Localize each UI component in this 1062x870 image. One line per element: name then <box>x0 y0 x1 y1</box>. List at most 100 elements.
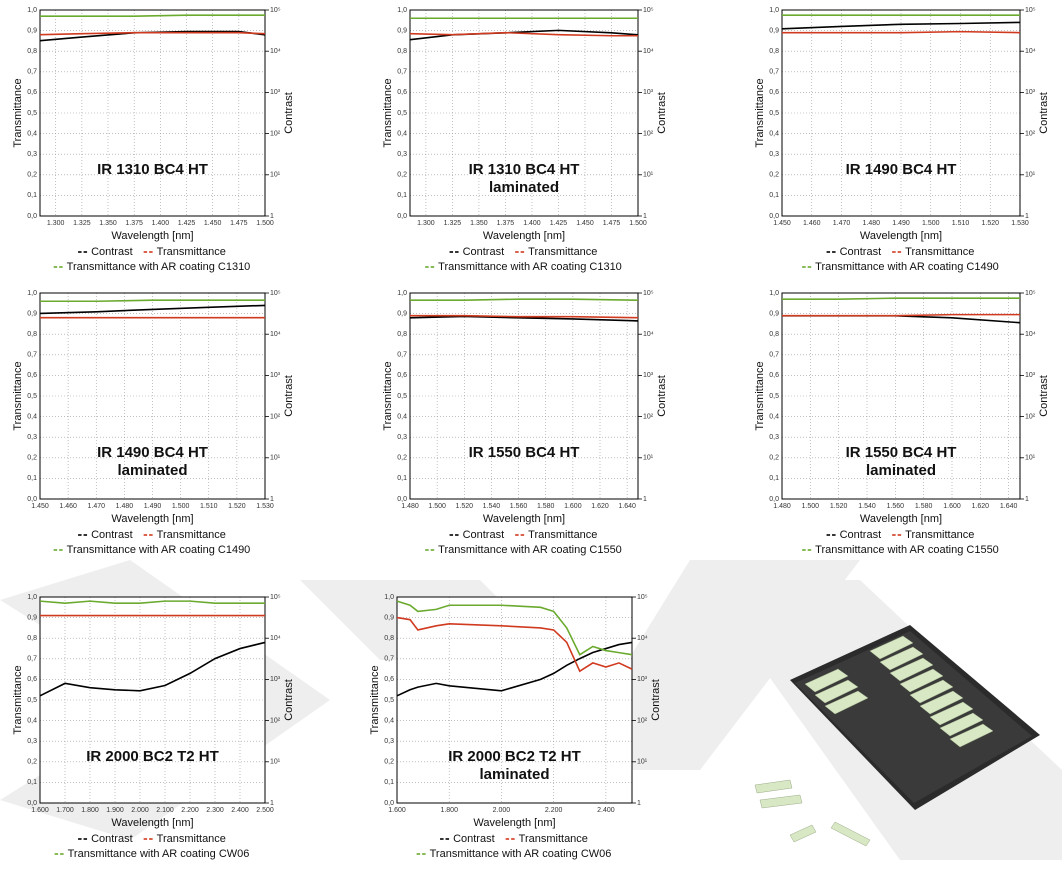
series-line <box>40 14 265 17</box>
legend-label: Contrast <box>463 529 505 541</box>
y-tick-label: 0,4 <box>27 413 37 420</box>
y-tick-label: 0,7 <box>769 352 779 359</box>
x-tick-label: 1.350 <box>99 220 117 227</box>
x-tick-label: 1.560 <box>510 503 528 510</box>
chip <box>869 635 914 660</box>
y2-tick-label: 10¹ <box>1025 172 1036 179</box>
chart-subtitle: laminated <box>866 462 936 479</box>
legend-label: Transmittance <box>519 833 588 845</box>
x-axis-label: Wavelength [nm] <box>860 230 942 242</box>
y2-tick-label: 10⁵ <box>1025 7 1036 14</box>
y-tick-label: 0,5 <box>769 393 779 400</box>
x-tick-label: 1.700 <box>56 807 74 814</box>
legend-label: Transmittance <box>157 833 226 845</box>
chart: 0,0 0,1 0,2 0,3 0,4 0,5 0,6 0,7 0,8 0,9 1,0 1.300 1.… <box>12 7 295 273</box>
y-tick-label: 0,0 <box>384 800 394 807</box>
y-axis-label: Transmittance <box>754 361 766 430</box>
x-axis-label: Wavelength [nm] <box>860 513 942 525</box>
x-tick-label: 1.300 <box>47 220 65 227</box>
chart: 0,0 0,1 0,2 0,3 0,4 0,5 0,6 0,7 0,8 0,9 1,0 1.480 1.… <box>754 290 1050 556</box>
chart-title: IR 1550 BC4 HT <box>846 444 957 461</box>
y-tick-label: 0,5 <box>769 110 779 117</box>
y-tick-label: 0,3 <box>384 738 394 745</box>
series-line <box>782 297 1020 300</box>
y-tick-label: 0,3 <box>27 151 37 158</box>
y-tick-label: 0,9 <box>397 27 407 34</box>
y-axis-label: Transmittance <box>382 78 394 147</box>
y2-tick-label: 10³ <box>1025 372 1036 379</box>
y2-tick-label: 10² <box>1025 413 1036 420</box>
x-tick-label: 1.600 <box>31 807 49 814</box>
x-tick-label: 1.500 <box>256 220 274 227</box>
y-axis-label: Transmittance <box>754 78 766 147</box>
series-line <box>782 30 1021 34</box>
y-tick-label: 0,3 <box>769 434 779 441</box>
legend-label: Transmittance <box>528 529 597 541</box>
y-tick-label: 0,2 <box>769 455 779 462</box>
legend-label: Transmittance <box>157 246 226 258</box>
y-tick-label: 0,9 <box>384 614 394 621</box>
y-tick-label: 0,4 <box>384 717 394 724</box>
x-tick-label: 1.530 <box>1011 220 1029 227</box>
y-tick-label: 1,0 <box>769 290 779 297</box>
x-tick-label: 2.500 <box>256 807 274 814</box>
y-tick-label: 0,3 <box>27 738 37 745</box>
legend-label: Contrast <box>840 246 882 258</box>
x-axis-label: Wavelength [nm] <box>111 817 193 829</box>
y-tick-label: 0,3 <box>27 434 37 441</box>
y2-tick-label: 10² <box>270 717 281 724</box>
x-tick-label: 1.520 <box>830 503 848 510</box>
y-tick-label: 0,7 <box>397 69 407 76</box>
y-axis-label: Transmittance <box>382 361 394 430</box>
x-tick-label: 1.500 <box>922 220 940 227</box>
y2-axis-label: Contrast <box>656 375 668 417</box>
y2-tick-label: 10² <box>637 717 648 724</box>
y-tick-label: 0,0 <box>397 496 407 503</box>
y-tick-label: 0,4 <box>27 130 37 137</box>
x-tick-label: 2.400 <box>231 807 249 814</box>
x-tick-label: 1.600 <box>943 503 961 510</box>
y-tick-label: 0,6 <box>769 372 779 379</box>
x-tick-label: 1.480 <box>116 503 134 510</box>
y-tick-label: 0,0 <box>27 496 37 503</box>
x-tick-label: 1.325 <box>444 220 462 227</box>
y-tick-label: 0,8 <box>397 48 407 55</box>
y-tick-label: 0,1 <box>27 192 37 199</box>
y-axis-label: Transmittance <box>12 361 24 430</box>
y-tick-label: 0,8 <box>769 48 779 55</box>
tray-top <box>795 631 1032 803</box>
y-tick-label: 0,2 <box>769 172 779 179</box>
y2-tick-label: 1 <box>270 213 274 220</box>
x-tick-label: 1.490 <box>892 220 910 227</box>
y-axis-label: Transmittance <box>12 78 24 147</box>
y-tick-label: 0,2 <box>27 759 37 766</box>
chip <box>879 646 924 671</box>
y-tick-label: 0,6 <box>397 89 407 96</box>
y-tick-label: 0,2 <box>27 455 37 462</box>
y-tick-label: 0,5 <box>27 697 37 704</box>
y2-axis-label: Contrast <box>656 92 668 134</box>
y-tick-label: 0,5 <box>384 697 394 704</box>
series-line <box>410 314 639 319</box>
x-tick-label: 2.000 <box>131 807 149 814</box>
y-tick-label: 0,7 <box>27 656 37 663</box>
plot-area <box>40 10 265 216</box>
y-tick-label: 0,9 <box>397 310 407 317</box>
x-tick-label: 1.470 <box>833 220 851 227</box>
series-line <box>782 313 1020 317</box>
y-axis-label: Transmittance <box>369 665 381 734</box>
y-tick-label: 1,0 <box>27 594 37 601</box>
legend-label: Contrast <box>91 833 133 845</box>
y-tick-label: 0,4 <box>397 130 407 137</box>
plot-area <box>40 597 265 803</box>
chip <box>929 701 974 726</box>
x-tick-label: 1.460 <box>803 220 821 227</box>
x-tick-label: 1.900 <box>106 807 124 814</box>
chart: 0,0 0,1 0,2 0,3 0,4 0,5 0,6 0,7 0,8 0,9 1,0 1.600 1.… <box>12 594 295 860</box>
y2-tick-label: 1 <box>643 213 647 220</box>
x-tick-label: 1.450 <box>204 220 222 227</box>
y2-tick-label: 10⁵ <box>270 290 281 297</box>
x-tick-label: 1.510 <box>952 220 970 227</box>
x-tick-label: 2.000 <box>493 807 511 814</box>
y-tick-label: 1,0 <box>27 290 37 297</box>
